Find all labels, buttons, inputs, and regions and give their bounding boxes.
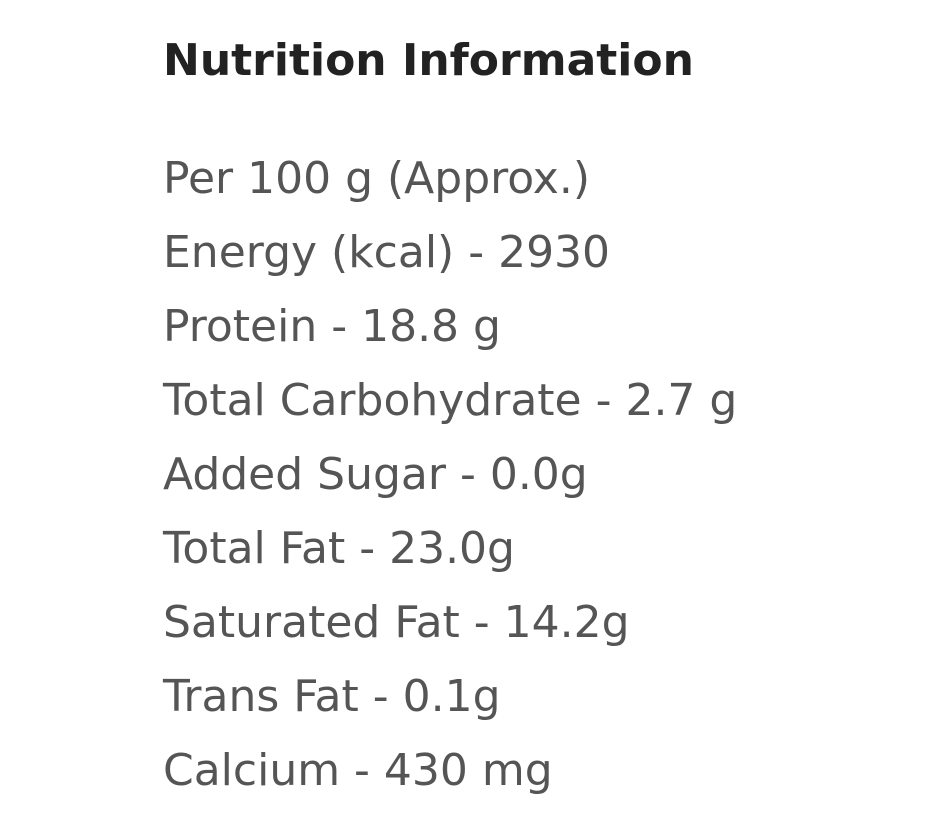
nutrition-info: Nutrition Information Per 100 g (Approx.… [163, 30, 737, 796]
list-item: Total Fat - 23.0g [163, 523, 515, 574]
list-item: Added Sugar - 0.0g [163, 449, 588, 500]
list-item: Saturated Fat - 14.2g [163, 597, 630, 648]
nutrition-list: Per 100 g (Approx.) Energy (kcal) - 2930… [163, 142, 737, 808]
list-item: Per 100 g (Approx.) [163, 153, 591, 204]
list-item: Energy (kcal) - 2930 [163, 227, 611, 278]
list-item: Trans Fat - 0.1g [163, 671, 501, 722]
list-item: Protein - 18.8 g [163, 301, 501, 352]
list-item: Total Carbohydrate - 2.7 g [163, 375, 738, 426]
list-item: Calcium - 430 mg [163, 745, 553, 796]
section-title: Nutrition Information [163, 35, 694, 86]
